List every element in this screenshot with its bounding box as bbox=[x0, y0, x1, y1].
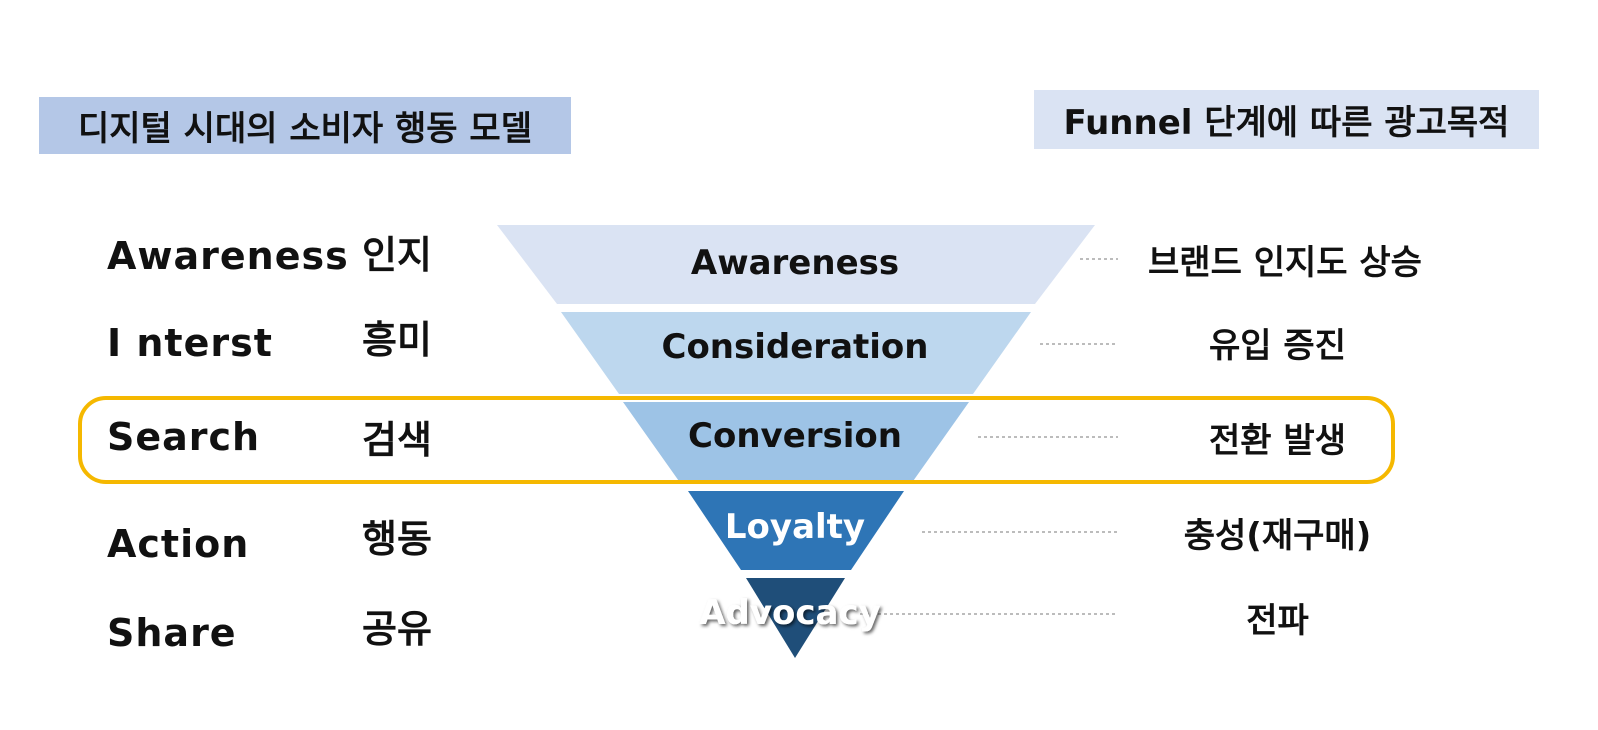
funnel-segment-loyalty bbox=[688, 491, 904, 570]
funnel-goal-title-text: Funnel 단계에 따른 광고목적 bbox=[1063, 103, 1510, 143]
funnel-segment-awareness bbox=[497, 225, 1095, 304]
stage-ko-search: 검색 bbox=[362, 418, 432, 462]
stage-ko-action: 행동 bbox=[362, 517, 432, 561]
consumer-model-title-text: 디지털 시대의 소비자 행동 모델 bbox=[78, 109, 532, 149]
goal-conversion: 전환 발생 bbox=[1209, 421, 1346, 461]
goal-traffic: 유입 증진 bbox=[1209, 326, 1346, 366]
goal-loyalty: 충성(재구매) bbox=[1183, 516, 1372, 556]
funnel-segment-consideration bbox=[561, 312, 1031, 394]
goal-advocacy: 전파 bbox=[1246, 601, 1309, 641]
stage-en-interest: I nterst bbox=[107, 321, 273, 365]
funnel-label-conversion: Conversion bbox=[688, 416, 902, 456]
stage-ko-awareness: 인지 bbox=[362, 233, 432, 277]
search-row-highlight bbox=[78, 396, 1395, 484]
funnel-segment-advocacy bbox=[746, 578, 845, 658]
stage-en-search: Search bbox=[107, 415, 261, 459]
funnel-label-advocacy: Advocacy bbox=[699, 593, 881, 633]
consumer-model-title: 디지털 시대의 소비자 행동 모델 bbox=[39, 97, 571, 154]
stage-en-awareness: Awareness bbox=[107, 234, 349, 278]
funnel-goal-title: Funnel 단계에 따른 광고목적 bbox=[1034, 90, 1539, 149]
stage-ko-interest: 흥미 bbox=[362, 318, 432, 362]
stage-en-share: Share bbox=[107, 611, 237, 655]
stage-en-action: Action bbox=[107, 522, 250, 566]
funnel-segment-conversion bbox=[623, 402, 969, 484]
goal-brand-awareness: 브랜드 인지도 상승 bbox=[1148, 243, 1422, 283]
stage-ko-share: 공유 bbox=[362, 607, 432, 651]
funnel-label-awareness: Awareness bbox=[691, 243, 899, 283]
funnel-label-loyalty: Loyalty bbox=[725, 507, 865, 547]
funnel-label-consideration: Consideration bbox=[662, 327, 929, 367]
